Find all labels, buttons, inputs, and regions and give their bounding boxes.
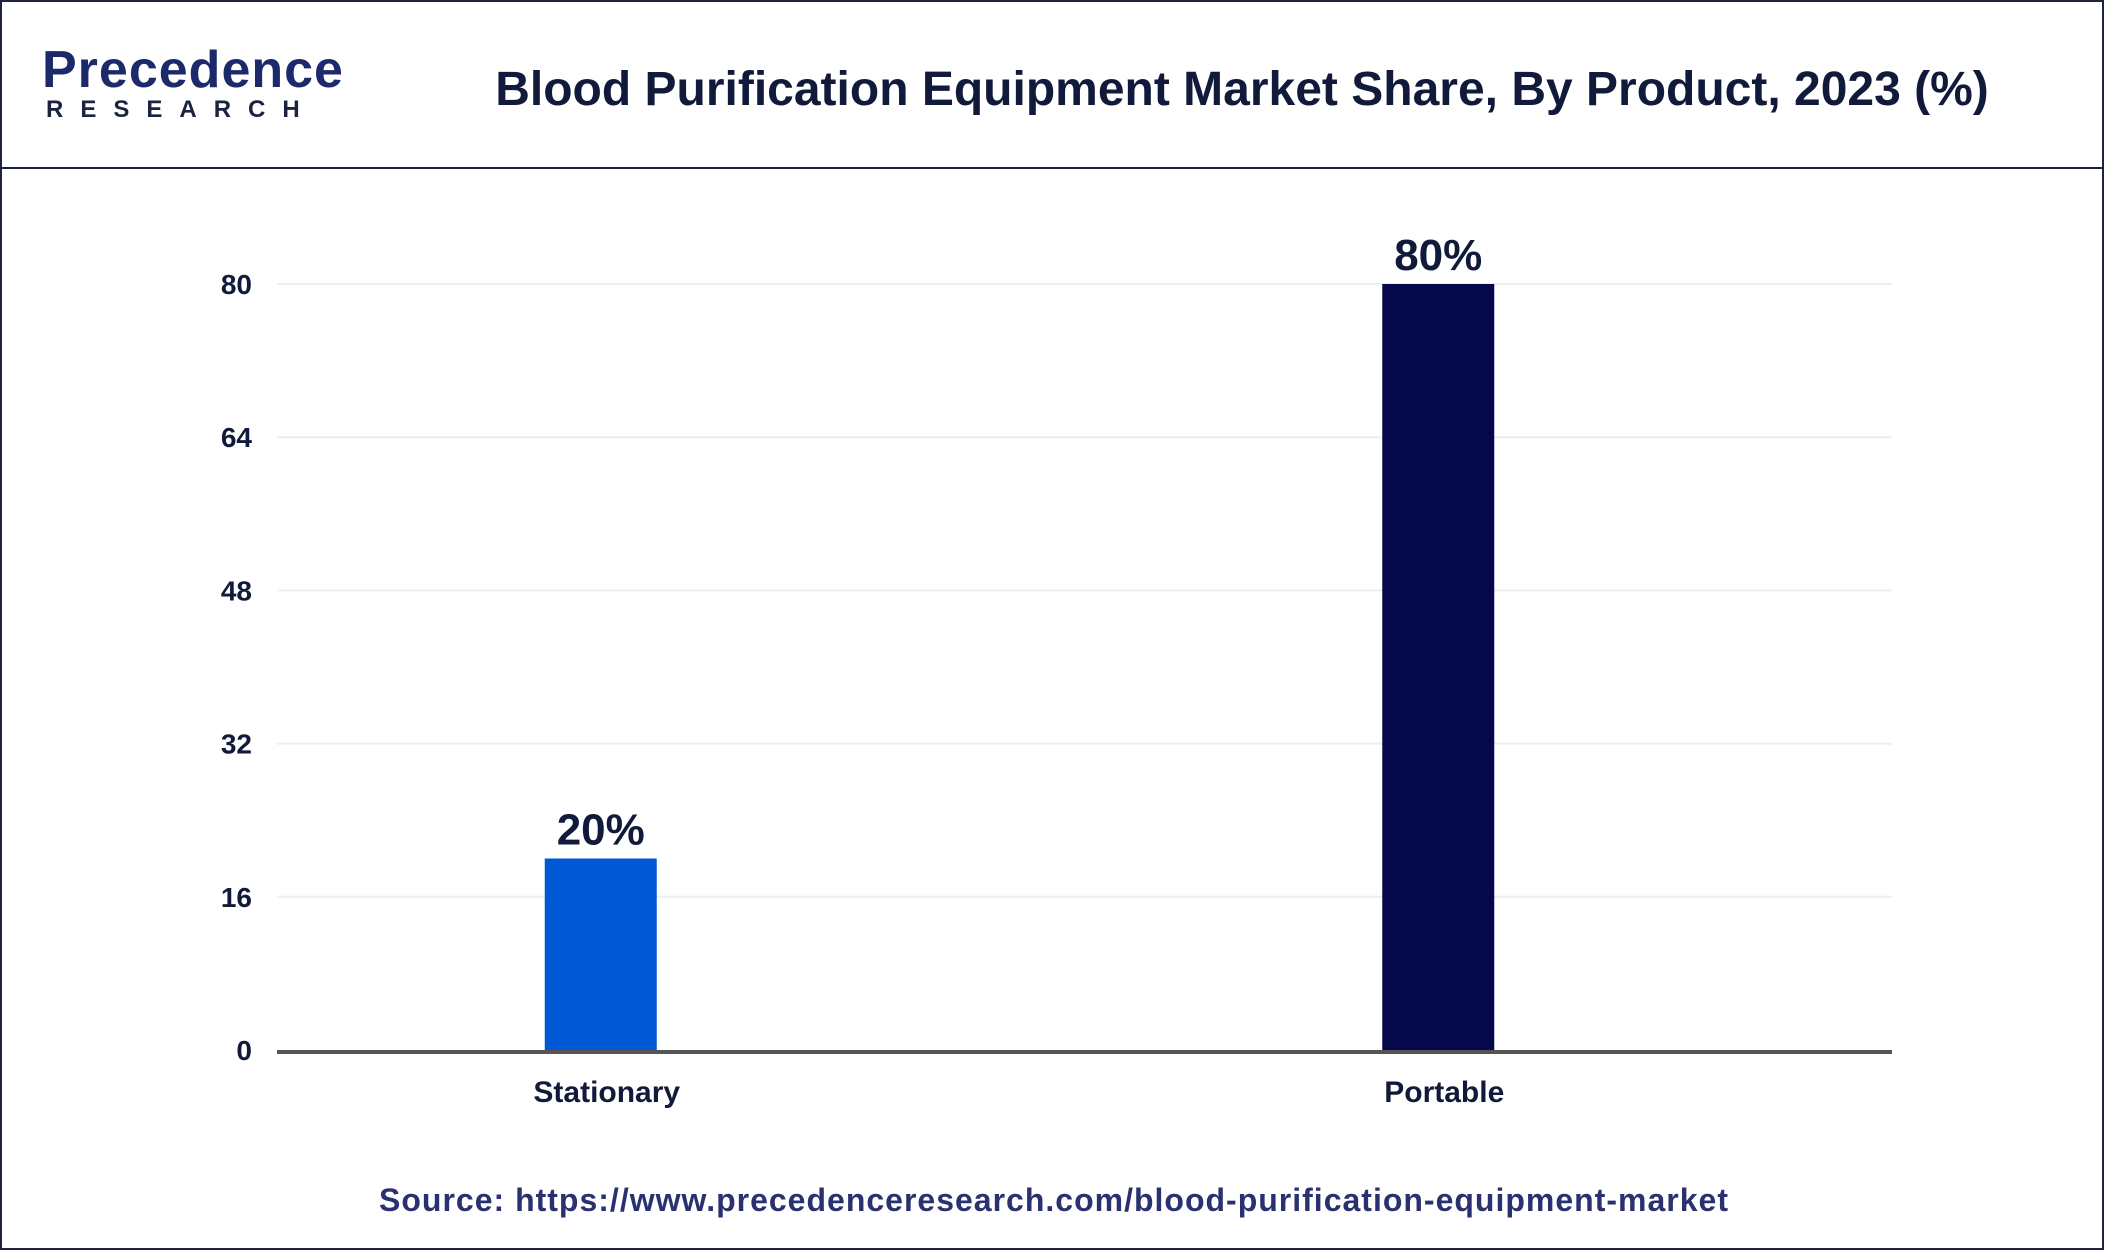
y-tick-label: 0 [236, 1035, 252, 1066]
x-tick-label: Stationary [533, 1076, 680, 1109]
bar-chart: 20% 80% 0 16 32 48 64 80 Stationary Portable [221, 231, 1892, 1109]
axes: 0 16 32 48 64 80 Stationary Portable [221, 269, 1892, 1109]
source-note: Source: https://www.precedenceresearch.c… [379, 1182, 1729, 1218]
logo-wordmark: Precedence [42, 41, 344, 99]
bar-stationary [544, 858, 657, 1050]
page-title: Blood Purification Equipment Market Shar… [495, 63, 1989, 116]
y-tick-label: 80 [221, 269, 252, 300]
y-tick-label: 16 [221, 882, 252, 913]
header: Precedence RESEARCH Blood Purification E… [2, 2, 2102, 169]
data-label: 80% [1394, 231, 1482, 280]
gridlines [277, 283, 1892, 898]
data-label: 20% [557, 806, 645, 855]
bars: 20% 80% [544, 231, 1495, 1050]
logo: Precedence RESEARCH [38, 40, 343, 130]
logo-subtitle: RESEARCH [46, 96, 317, 123]
y-tick-label: 32 [221, 729, 252, 760]
y-tick-label: 48 [221, 575, 252, 606]
y-tick-label: 64 [221, 422, 253, 453]
bar-portable [1382, 284, 1495, 1050]
x-tick-label: Portable [1384, 1076, 1504, 1109]
